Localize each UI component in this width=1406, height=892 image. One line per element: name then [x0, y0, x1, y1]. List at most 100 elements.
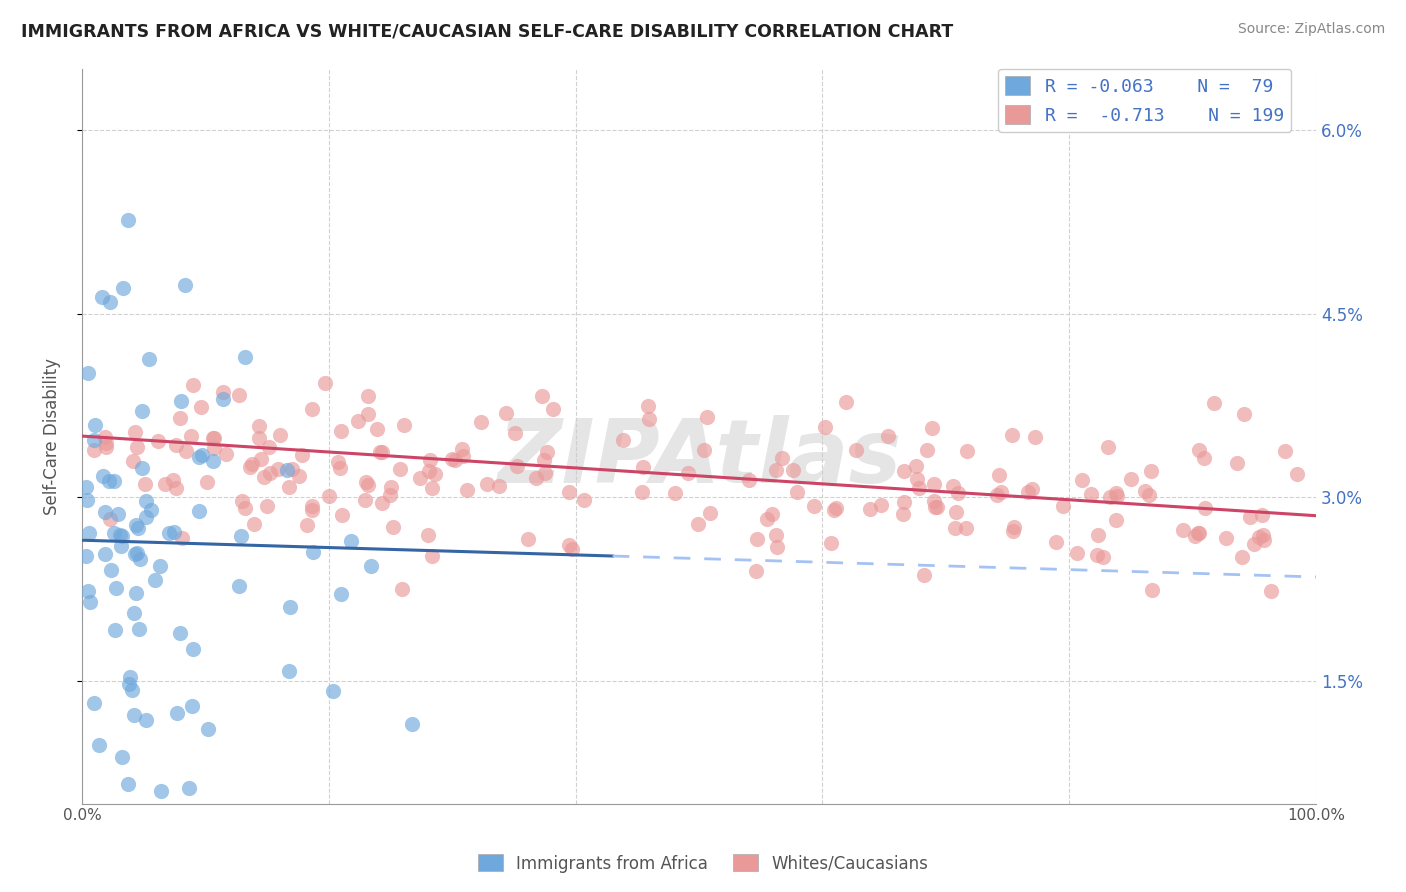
Point	[420, 481, 443, 495]
Point	[354, 493, 377, 508]
Point	[162, 474, 184, 488]
Point	[329, 425, 352, 439]
Point	[1226, 456, 1249, 470]
Point	[204, 442, 226, 456]
Text: ZIPAtlas: ZIPAtlas	[496, 415, 901, 501]
Point	[276, 463, 298, 477]
Y-axis label: Self-Care Disability: Self-Care Disability	[44, 358, 60, 515]
Point	[394, 418, 416, 433]
Point	[905, 458, 928, 473]
Point	[187, 504, 209, 518]
Point	[557, 485, 579, 500]
Point	[91, 468, 114, 483]
Point	[1233, 407, 1256, 421]
Text: IMMIGRANTS FROM AFRICA VS WHITE/CAUCASIAN SELF-CARE DISABILITY CORRELATION CHART: IMMIGRANTS FROM AFRICA VS WHITE/CAUCASIA…	[21, 22, 953, 40]
Point	[165, 438, 187, 452]
Point	[357, 478, 380, 492]
Point	[1066, 546, 1088, 560]
Point	[278, 665, 301, 679]
Point	[135, 510, 157, 524]
Point	[1135, 483, 1157, 498]
Point	[905, 472, 928, 486]
Point	[893, 495, 915, 509]
Point	[912, 568, 935, 582]
Point	[495, 406, 517, 420]
Point	[267, 462, 290, 476]
Point	[330, 508, 353, 523]
Point	[1087, 528, 1109, 542]
Point	[357, 388, 380, 402]
Point	[228, 579, 250, 593]
Point	[922, 494, 945, 508]
Point	[295, 518, 318, 533]
Point	[211, 392, 233, 406]
Point	[444, 452, 467, 467]
Point	[107, 507, 129, 521]
Point	[117, 213, 139, 227]
Point	[183, 378, 205, 392]
Point	[118, 670, 141, 684]
Point	[233, 351, 256, 365]
Point	[955, 521, 977, 535]
Point	[148, 558, 170, 573]
Point	[488, 478, 510, 492]
Point	[1251, 528, 1274, 542]
Point	[786, 485, 808, 500]
Point	[145, 574, 167, 588]
Point	[174, 444, 197, 458]
Point	[202, 432, 225, 446]
Point	[131, 460, 153, 475]
Text: Source: ZipAtlas.com: Source: ZipAtlas.com	[1237, 22, 1385, 37]
Point	[1194, 501, 1216, 516]
Point	[631, 485, 654, 500]
Point	[765, 463, 787, 477]
Point	[103, 623, 125, 637]
Point	[1274, 444, 1296, 458]
Point	[90, 290, 112, 304]
Point	[534, 466, 557, 480]
Point	[744, 564, 766, 578]
Point	[986, 488, 1008, 502]
Point	[389, 462, 412, 476]
Point	[409, 471, 432, 485]
Point	[253, 470, 276, 484]
Point	[256, 499, 278, 513]
Point	[328, 455, 350, 469]
Point	[370, 445, 392, 459]
Point	[561, 541, 583, 556]
Point	[259, 441, 281, 455]
Point	[181, 641, 204, 656]
Point	[1119, 472, 1142, 486]
Point	[247, 419, 270, 434]
Point	[845, 443, 868, 458]
Point	[83, 433, 105, 447]
Point	[190, 401, 212, 415]
Point	[1260, 584, 1282, 599]
Point	[835, 394, 858, 409]
Point	[1097, 441, 1119, 455]
Point	[612, 433, 634, 447]
Point	[1188, 443, 1211, 458]
Point	[98, 512, 121, 526]
Point	[117, 777, 139, 791]
Point	[924, 500, 946, 514]
Point	[1052, 499, 1074, 513]
Point	[112, 281, 135, 295]
Legend: R = -0.063    N =  79, R =  -0.713    N = 199: R = -0.063 N = 79, R = -0.713 N = 199	[998, 69, 1291, 132]
Point	[380, 480, 402, 494]
Point	[124, 518, 146, 533]
Point	[291, 448, 314, 462]
Point	[1000, 428, 1022, 442]
Point	[187, 450, 209, 464]
Point	[418, 464, 440, 478]
Point	[281, 462, 304, 476]
Point	[366, 422, 388, 436]
Point	[139, 503, 162, 517]
Point	[215, 447, 238, 461]
Point	[288, 469, 311, 483]
Point	[339, 533, 361, 548]
Point	[111, 749, 134, 764]
Point	[191, 448, 214, 462]
Point	[124, 547, 146, 561]
Point	[536, 445, 558, 459]
